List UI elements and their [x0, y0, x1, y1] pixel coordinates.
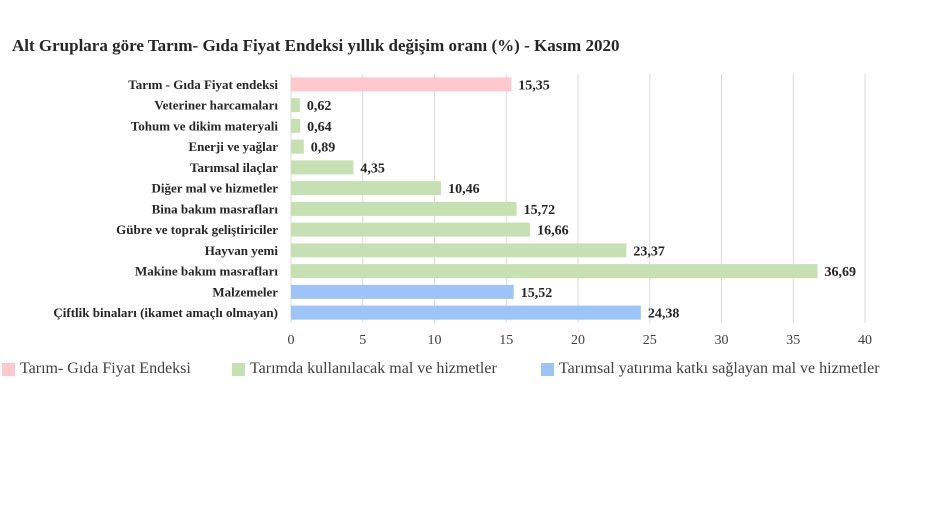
bar [291, 160, 354, 175]
bar [291, 264, 818, 279]
value-label: 10,46 [448, 182, 480, 197]
legend-swatch-blue [541, 362, 554, 376]
category-label: Çiftlik binaları (ikamet amaçlı olmayan) [53, 305, 278, 320]
bar [291, 284, 514, 299]
x-tick-label: 10 [428, 333, 442, 348]
category-label: Tohum ve dikim materyali [131, 118, 279, 133]
legend-label-investment: Tarımsal yatırıma katkı sağlayan mal ve … [559, 360, 880, 377]
legend: Tarım- Gıda Fiyat Endeksi Tarımda kullan… [0, 360, 938, 384]
category-label: Diğer mal ve hizmetler [152, 181, 279, 196]
x-tick-label: 30 [715, 333, 729, 348]
value-label: 15,72 [524, 203, 556, 218]
value-labels: 15,35 0,62 0,64 0,89 4,35 10,46 15,72 16,66 23,3… [307, 78, 856, 321]
category-label: Bina bakım masrafları [152, 201, 279, 216]
value-label: 0,89 [311, 141, 336, 156]
bar [291, 305, 641, 320]
bar [291, 201, 517, 216]
bar [291, 98, 300, 113]
legend-swatch-pink [2, 362, 15, 376]
category-label: Veteriner harcamaları [154, 98, 278, 113]
category-label: Makine bakım masrafları [135, 264, 278, 279]
value-label: 36,69 [825, 265, 857, 280]
legend-item-investment: Tarımsal yatırıma katkı sağlayan mal ve … [541, 360, 880, 378]
legend-item-agri-inputs: Tarımda kullanılacak mal ve hizmetler [232, 360, 497, 378]
gridlines [290, 74, 866, 323]
bar [291, 181, 442, 196]
value-label: 0,64 [307, 120, 332, 135]
category-label: Tarımsal ilaçlar [190, 160, 278, 175]
value-label: 0,62 [307, 99, 332, 114]
bar [291, 118, 301, 133]
x-tick-label: 20 [571, 333, 585, 348]
value-label: 4,35 [360, 161, 385, 176]
bar [291, 139, 304, 154]
category-label: Hayvan yemi [205, 243, 279, 258]
value-label: 15,52 [521, 286, 553, 301]
value-label: 23,37 [633, 244, 665, 259]
category-label: Tarım - Gıda Fiyat endeksi [128, 77, 278, 92]
category-label: Gübre ve toprak geliştiriciler [116, 222, 278, 237]
legend-label-agri-inputs: Tarımda kullanılacak mal ve hizmetler [250, 360, 497, 377]
x-tick-label: 35 [786, 333, 800, 348]
x-tick-label: 0 [288, 333, 295, 348]
legend-item-index: Tarım- Gıda Fiyat Endeksi [2, 360, 191, 378]
legend-label-index: Tarım- Gıda Fiyat Endeksi [20, 360, 191, 377]
x-tick-label: 5 [359, 333, 366, 348]
category-labels: Tarım - Gıda Fiyat endeksi Veteriner harc… [53, 77, 278, 320]
value-label: 16,66 [537, 224, 569, 239]
category-label: Enerji ve yağlar [188, 139, 278, 154]
value-label: 24,38 [648, 307, 680, 322]
x-axis-ticks: 0 5 10 15 20 25 30 35 40 [288, 333, 873, 348]
legend-swatch-green [232, 362, 245, 376]
x-tick-label: 40 [858, 333, 872, 348]
bar [291, 77, 512, 92]
category-label: Malzemeler [212, 284, 278, 299]
bars [291, 77, 818, 320]
bar [291, 243, 627, 258]
chart-title: Alt Gruplara göre Tarım- Gıda Fiyat Ende… [12, 36, 620, 55]
bar [291, 222, 531, 237]
x-tick-label: 25 [643, 333, 657, 348]
x-tick-label: 15 [499, 333, 513, 348]
value-label: 15,35 [518, 78, 550, 93]
